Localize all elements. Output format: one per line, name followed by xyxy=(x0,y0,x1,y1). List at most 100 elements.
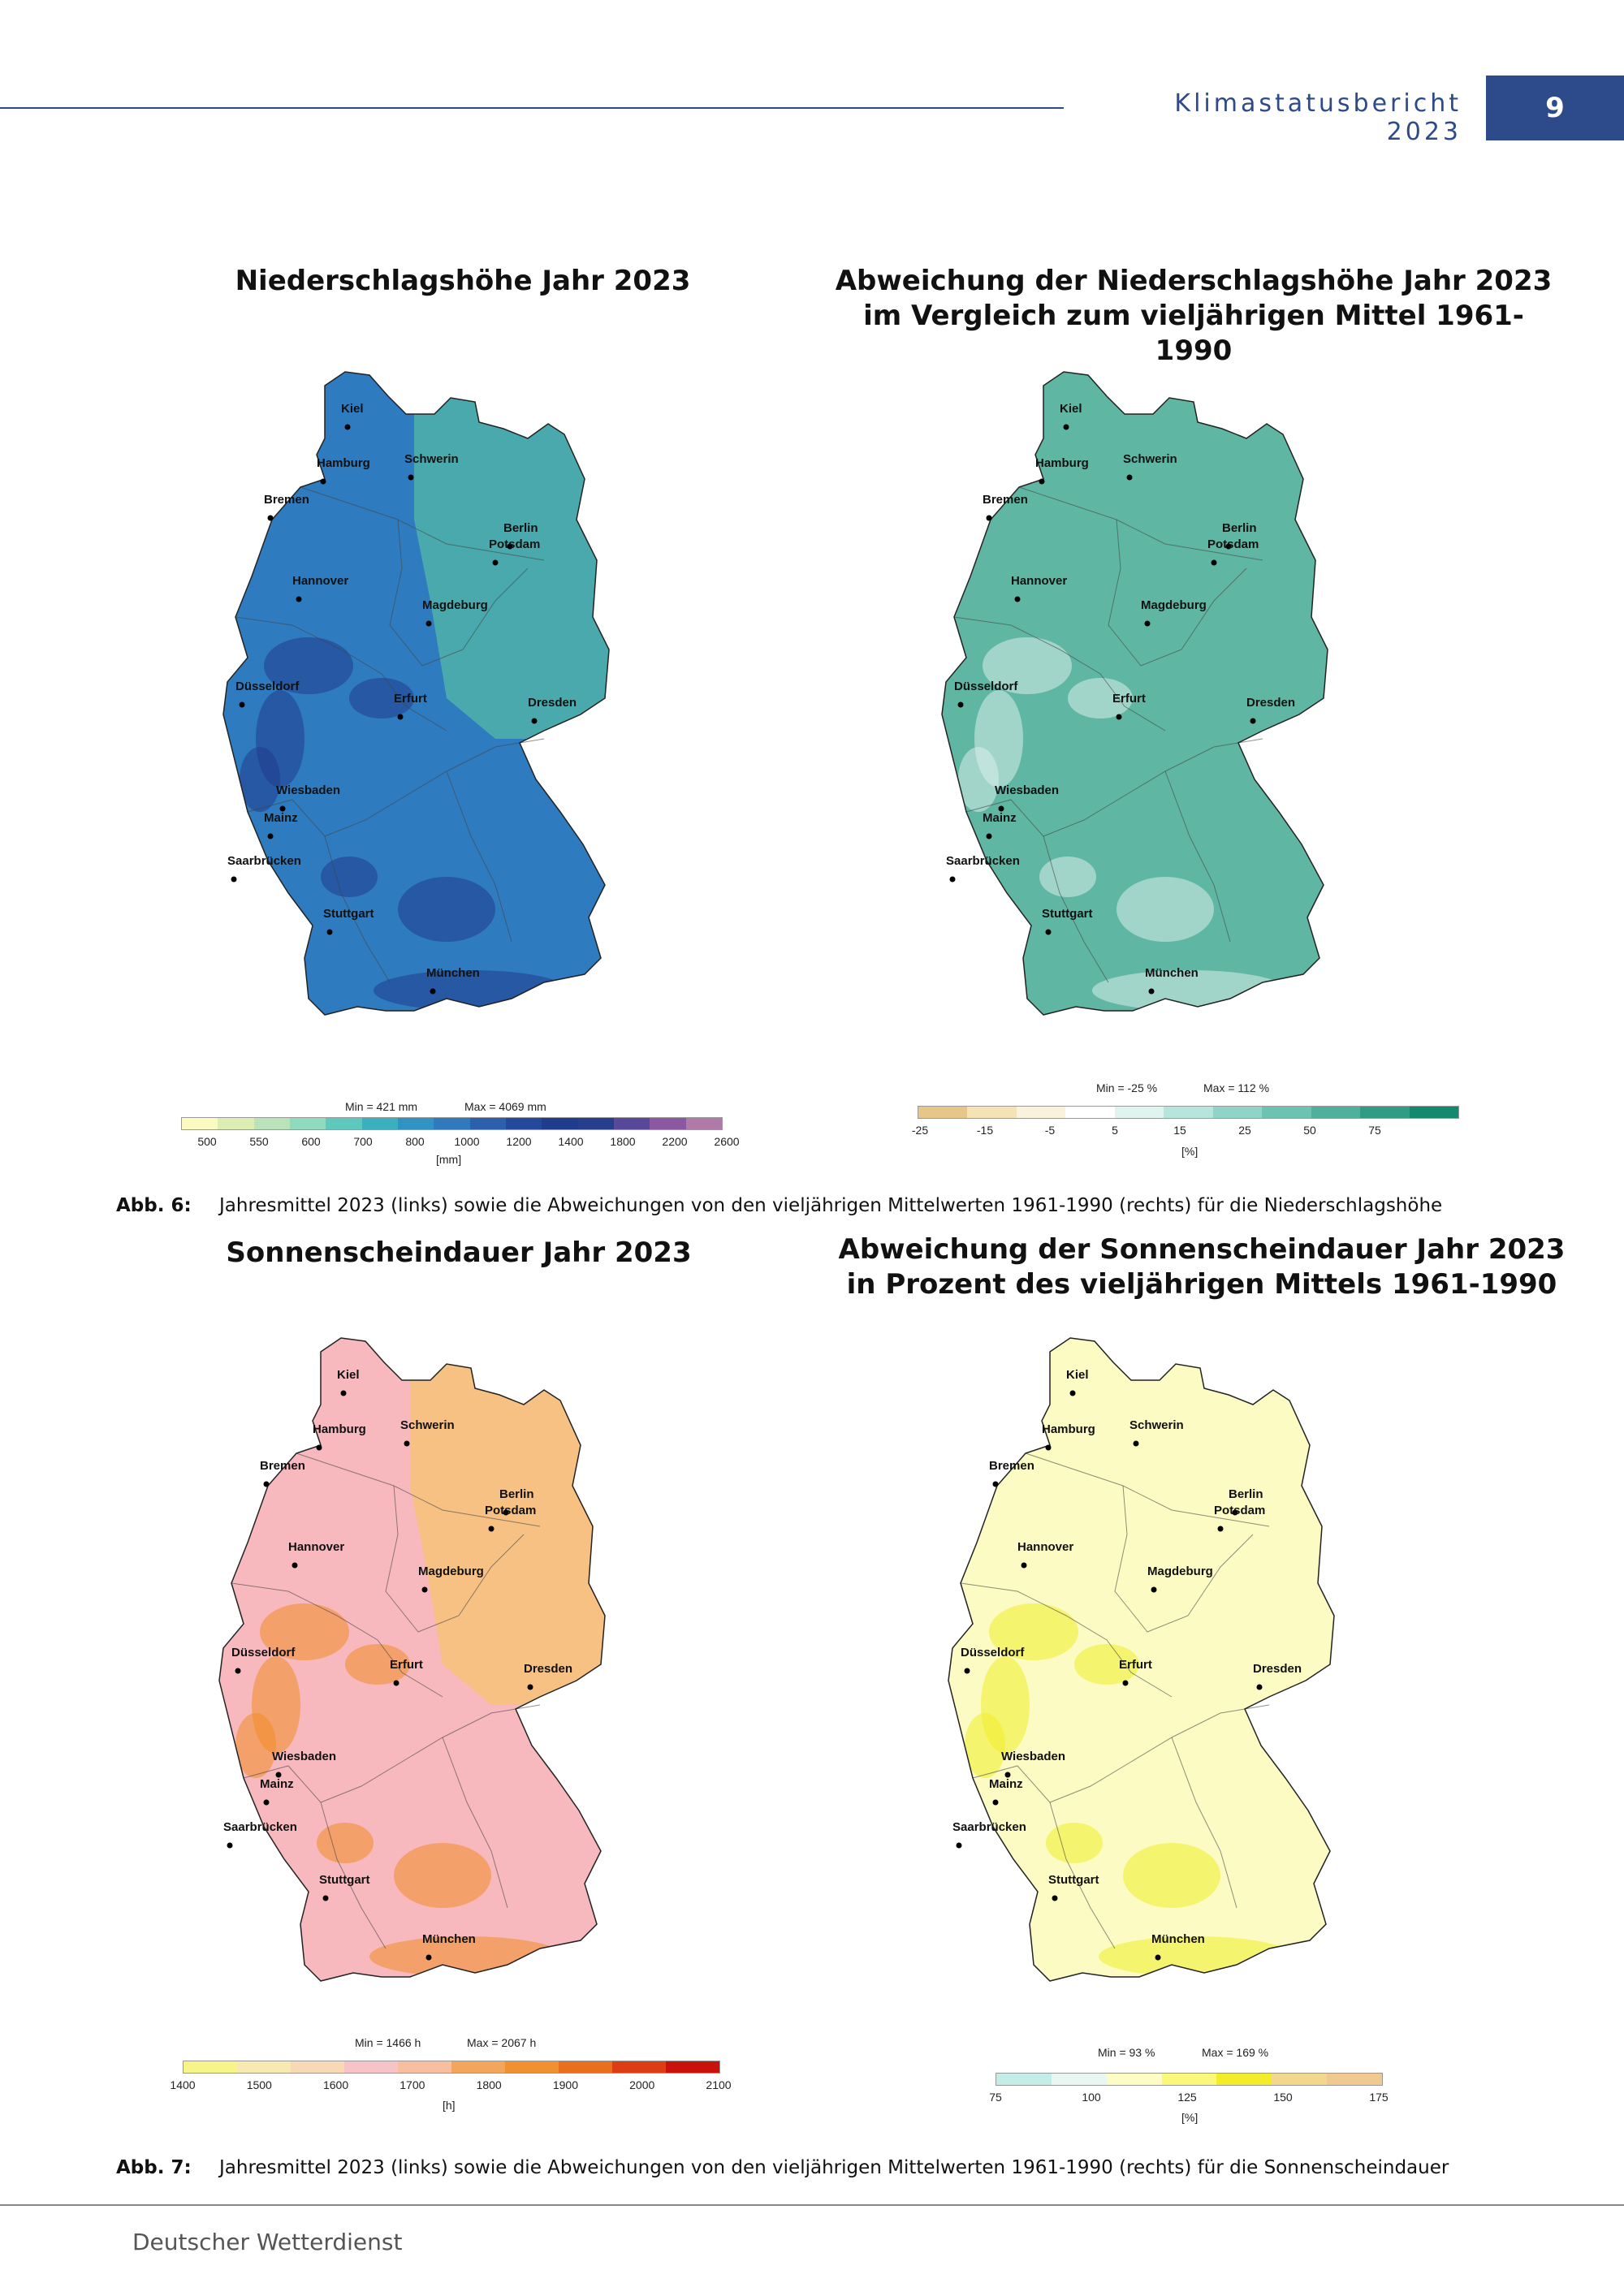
colorbar-swatch xyxy=(237,2061,291,2073)
east-region-patch xyxy=(410,1356,605,1705)
colorbar-swatch xyxy=(291,2061,344,2073)
colorbar-tick-label: 1600 xyxy=(322,2078,349,2091)
state-boundary xyxy=(446,770,512,943)
city-marker xyxy=(1133,1440,1139,1447)
colorbar-swatch xyxy=(650,1118,686,1129)
map-value-patch xyxy=(1046,1823,1103,1863)
footer-publisher: Deutscher Wetterdienst xyxy=(132,2229,403,2255)
fig6-left-title: Niederschlagshöhe Jahr 2023 xyxy=(235,265,691,297)
map-value-patch xyxy=(1068,678,1133,719)
city-marker xyxy=(1004,1772,1011,1778)
map-value-patch xyxy=(398,877,495,942)
fig7-left-max: Max = 2067 h xyxy=(467,2036,537,2049)
city-marker xyxy=(340,1390,347,1396)
city-label: Berlin xyxy=(1222,521,1257,535)
colorbar-swatch xyxy=(1262,1107,1311,1118)
country-border xyxy=(222,371,610,1016)
state-boundary xyxy=(1171,1737,1237,1909)
city-marker xyxy=(316,1444,322,1451)
city-marker xyxy=(1232,1509,1238,1516)
colorbar-swatch xyxy=(397,1118,434,1129)
fig7-right-colorbar xyxy=(996,2073,1383,2086)
fig6-right-min: Min = -25 % xyxy=(1096,1081,1158,1094)
colorbar-swatch xyxy=(469,1118,506,1129)
east-region-patch xyxy=(414,390,609,739)
city-marker xyxy=(1021,1562,1027,1569)
colorbar-swatch xyxy=(1327,2074,1383,2085)
city-label: Kiel xyxy=(337,1368,360,1382)
map-value-patch xyxy=(1039,857,1096,897)
colorbar-swatch xyxy=(505,1118,542,1129)
fig6-left-precipitation-map: Kiel Hamburg Schwerin Bremen Berlin Potsdam Ha… xyxy=(222,371,610,1016)
colorbar-swatch xyxy=(184,2061,237,2073)
fig7-left-title: Sonnenscheindauer Jahr 2023 xyxy=(226,1236,692,1269)
map-value-patch xyxy=(983,637,1072,694)
state-boundary xyxy=(442,1737,508,1909)
state-boundary xyxy=(972,1704,1270,1803)
colorbar-swatch xyxy=(326,1118,362,1129)
city-label: Saarbrücken xyxy=(946,854,1020,868)
fig7-caption: Abb. 7: Jahresmittel 2023 (links) sowie d… xyxy=(116,2157,1449,2178)
city-label: Mainz xyxy=(260,1777,294,1791)
city-marker xyxy=(263,1799,270,1806)
colorbar-swatch xyxy=(666,2061,719,2073)
city-label: Erfurt xyxy=(394,692,427,706)
state-boundary xyxy=(1043,835,1109,983)
fig7-right-title: Abweichung der Sonnenscheindauer Jahr 20… xyxy=(836,1232,1567,1302)
map-value-patch xyxy=(1074,1644,1139,1685)
city-label: Hannover xyxy=(1017,1540,1073,1554)
map-value-patch xyxy=(264,637,353,694)
city-label: Stuttgart xyxy=(319,1873,370,1887)
city-marker xyxy=(531,718,538,724)
map-value-patch xyxy=(958,747,999,812)
map-value-patch xyxy=(349,678,414,719)
fig7-left-colorbar xyxy=(183,2061,720,2074)
city-marker xyxy=(1052,1895,1058,1901)
city-label: Hamburg xyxy=(313,1422,366,1436)
city-label: Potsdam xyxy=(1214,1504,1265,1517)
fig7-right-unit: [%] xyxy=(1181,2111,1199,2124)
city-marker xyxy=(430,988,436,995)
city-label: Magdeburg xyxy=(1141,598,1207,612)
fig6-caption-label: Abb. 6: xyxy=(116,1195,192,1216)
city-marker xyxy=(425,1954,432,1961)
city-marker xyxy=(227,1842,233,1849)
colorbar-swatch xyxy=(1216,2074,1272,2085)
colorbar-swatch xyxy=(1161,2074,1217,2085)
fig6-right-colorbar xyxy=(918,1106,1459,1119)
city-marker xyxy=(1250,718,1256,724)
city-marker xyxy=(320,478,326,485)
fig7-right-title-line2: in Prozent des vieljährigen Mittels 1961… xyxy=(846,1268,1557,1301)
city-label: Erfurt xyxy=(1119,1658,1152,1672)
city-marker xyxy=(1144,620,1151,627)
page-number: 9 xyxy=(1545,92,1565,124)
colorbar-swatch xyxy=(289,1118,326,1129)
city-marker xyxy=(992,1481,999,1487)
city-marker xyxy=(322,1895,329,1901)
state-boundary xyxy=(385,1485,525,1633)
city-marker xyxy=(488,1526,495,1532)
city-label: Stuttgart xyxy=(1048,1873,1099,1887)
city-marker xyxy=(992,1799,999,1806)
fig6-left-min: Min = 421 mm xyxy=(345,1100,418,1113)
city-marker xyxy=(279,805,286,812)
colorbar-tick-label: 1200 xyxy=(506,1135,532,1148)
city-label: Potsdam xyxy=(485,1504,536,1517)
colorbar-swatch xyxy=(1016,1107,1066,1118)
colorbar-swatch xyxy=(577,1118,614,1129)
state-boundary xyxy=(243,1704,541,1803)
city-label: Mainz xyxy=(983,811,1017,825)
colorbar-tick-label: 25 xyxy=(1238,1124,1251,1137)
map-color-patches xyxy=(965,1603,1294,1977)
city-marker xyxy=(507,543,513,550)
colorbar-tick-label: 600 xyxy=(301,1135,321,1148)
map-value-patch xyxy=(394,1843,491,1908)
city-label: Hannover xyxy=(1011,574,1067,588)
colorbar-swatch xyxy=(1114,1107,1164,1118)
state-boundary xyxy=(965,738,1263,837)
colorbar-swatch xyxy=(182,1118,218,1129)
colorbar-swatch xyxy=(1164,1107,1213,1118)
fig7-right-min: Min = 93 % xyxy=(1098,2046,1155,2059)
city-marker xyxy=(1116,714,1122,720)
city-marker xyxy=(956,1842,962,1849)
